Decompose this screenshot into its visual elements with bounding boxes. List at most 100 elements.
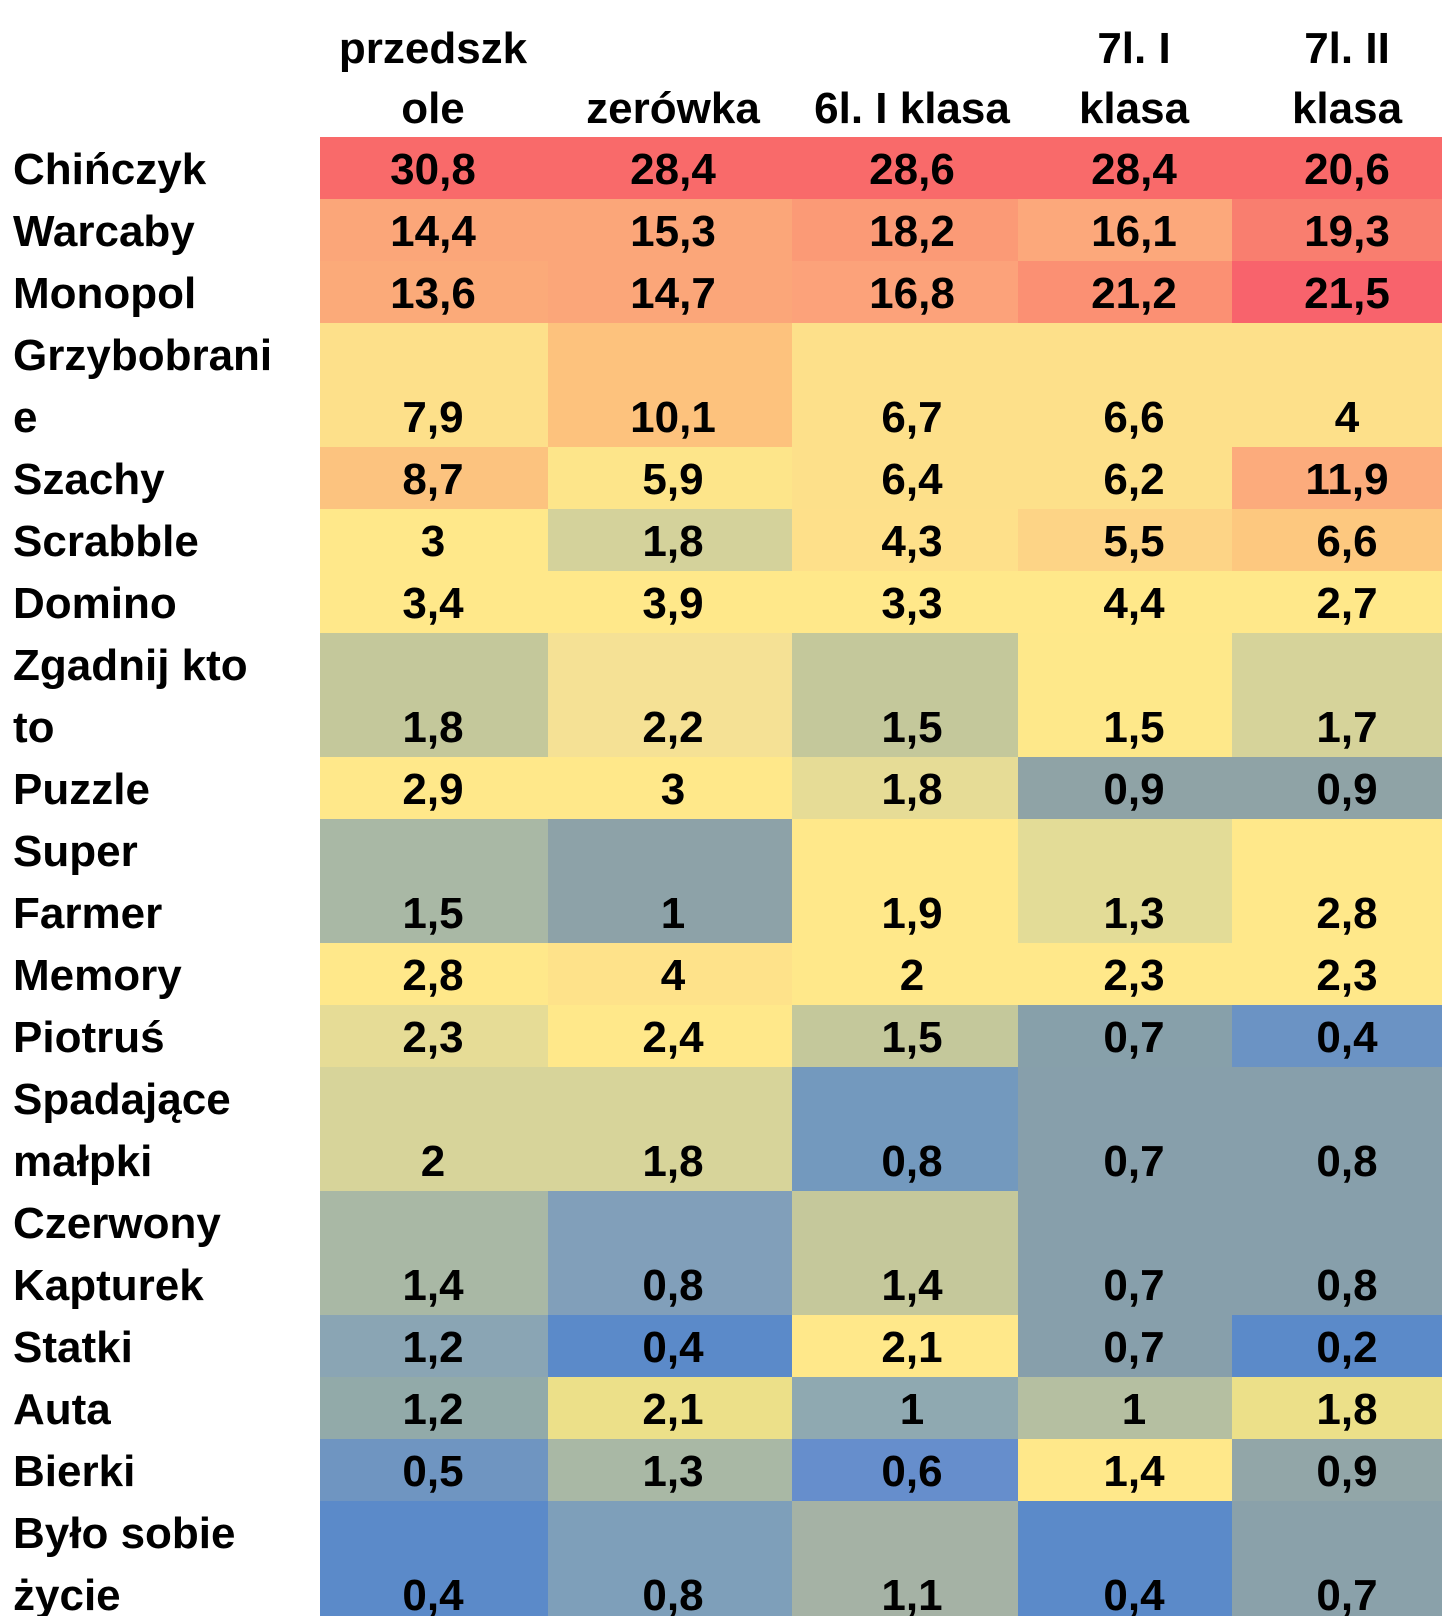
heatmap-cell-r3-c3: [1018, 323, 1232, 447]
heatmap-cell-r0-c0: [320, 137, 548, 199]
row-label-7-line-1: to: [13, 703, 55, 752]
heatmap-cell-r7-c0: [320, 633, 548, 757]
heatmap-cell-r6-c1: [548, 571, 792, 633]
cell-value-r3-c0: 7,9: [402, 393, 463, 442]
cell-value-r8-c2: 1,8: [881, 765, 942, 814]
cell-value-r4-c4: 11,9: [1305, 455, 1388, 504]
cell-value-r16-c2: 0,6: [881, 1447, 942, 1496]
cell-value-r1-c3: 16,1: [1091, 207, 1177, 256]
cell-value-r15-c2: 1: [900, 1385, 924, 1434]
cell-value-r3-c1: 10,1: [630, 393, 716, 442]
cell-value-r2-c0: 13,6: [390, 269, 476, 318]
heatmap-cell-r15-c1: [548, 1377, 792, 1439]
cell-value-r16-c4: 0,9: [1316, 1447, 1377, 1496]
column-header-3-line-1: klasa: [1079, 84, 1190, 133]
cell-value-r6-c3: 4,4: [1103, 579, 1165, 628]
row-label-10-line-0: Memory: [13, 951, 182, 1000]
cell-value-r7-c2: 1,5: [881, 703, 942, 752]
heatmap-cell-r15-c2: [792, 1377, 1018, 1439]
cell-value-r12-c4: 0,8: [1316, 1137, 1377, 1186]
heatmap-cell-r16-c4: [1232, 1439, 1442, 1501]
heatmap-cell-r16-c1: [548, 1439, 792, 1501]
cell-value-r11-c3: 0,7: [1103, 1013, 1164, 1062]
cell-value-r4-c0: 8,7: [402, 455, 463, 504]
cell-value-r9-c1: 1: [661, 889, 685, 938]
heatmap-cell-r2-c1: [548, 261, 792, 323]
heatmap-cell-r14-c0: [320, 1315, 548, 1377]
heatmap-cell-r8-c4: [1232, 757, 1442, 819]
heatmap-cell-r4-c4: [1232, 447, 1442, 509]
cell-value-r10-c0: 2,8: [402, 951, 463, 1000]
heatmap-cell-r10-c1: [548, 943, 792, 1005]
cell-value-r11-c1: 2,4: [642, 1013, 704, 1062]
heatmap-cell-r8-c2: [792, 757, 1018, 819]
cell-value-r6-c1: 3,9: [642, 579, 703, 628]
cell-value-r3-c4: 4: [1335, 393, 1360, 442]
cell-value-r10-c1: 4: [661, 951, 686, 1000]
cell-value-r15-c3: 1: [1122, 1385, 1146, 1434]
heatmap-cell-r11-c2: [792, 1005, 1018, 1067]
cell-value-r17-c2: 1,1: [881, 1571, 942, 1616]
heatmap-cell-r8-c1: [548, 757, 792, 819]
cell-value-r11-c0: 2,3: [402, 1013, 463, 1062]
cell-value-r1-c2: 18,2: [869, 207, 955, 256]
row-label-2-line-0: Monopol: [13, 269, 196, 318]
column-header-0-line-0: przedszk: [339, 24, 528, 73]
cell-value-r9-c2: 1,9: [881, 889, 942, 938]
heatmap-cell-r16-c3: [1018, 1439, 1232, 1501]
heatmap-cell-r12-c3: [1018, 1067, 1232, 1191]
heatmap-cell-r0-c4: [1232, 137, 1442, 199]
cell-value-r5-c2: 4,3: [881, 517, 942, 566]
cell-value-r5-c3: 5,5: [1103, 517, 1164, 566]
cell-value-r17-c0: 0,4: [402, 1571, 464, 1616]
cell-value-r8-c3: 0,9: [1103, 765, 1164, 814]
heatmap-cell-r6-c3: [1018, 571, 1232, 633]
cell-value-r10-c4: 2,3: [1316, 951, 1377, 1000]
heatmap-cell-r3-c4: [1232, 323, 1442, 447]
heatmap-cell-r12-c1: [548, 1067, 792, 1191]
heatmap-cell-r15-c4: [1232, 1377, 1442, 1439]
cell-value-r4-c2: 6,4: [881, 455, 943, 504]
heatmap-cell-r1-c2: [792, 199, 1018, 261]
heatmap-cell-r12-c4: [1232, 1067, 1442, 1191]
cell-value-r15-c1: 2,1: [642, 1385, 703, 1434]
cell-value-r8-c0: 2,9: [402, 765, 463, 814]
row-label-4-line-0: Szachy: [13, 455, 165, 504]
cell-value-r10-c3: 2,3: [1103, 951, 1164, 1000]
heatmap-cell-r14-c1: [548, 1315, 792, 1377]
cell-value-r9-c4: 2,8: [1316, 889, 1377, 938]
heatmap-cell-r12-c0: [320, 1067, 548, 1191]
heatmap-cell-r6-c2: [792, 571, 1018, 633]
column-header-3-line-0: 7l. I: [1097, 24, 1170, 73]
row-label-5-line-0: Scrabble: [13, 517, 199, 566]
row-label-9-line-1: Farmer: [13, 889, 162, 938]
cell-value-r3-c2: 6,7: [881, 393, 942, 442]
heatmap-cell-r9-c3: [1018, 819, 1232, 943]
heatmap-cell-r5-c3: [1018, 509, 1232, 571]
cell-value-r17-c1: 0,8: [642, 1571, 703, 1616]
cell-value-r11-c2: 1,5: [881, 1013, 942, 1062]
cell-value-r9-c3: 1,3: [1103, 889, 1164, 938]
row-label-13-line-0: Czerwony: [13, 1199, 221, 1248]
heatmap-cell-r17-c2: [792, 1501, 1018, 1616]
row-label-3-line-0: Grzybobrani: [13, 331, 272, 380]
cell-value-r1-c1: 15,3: [630, 207, 716, 256]
heatmap-cell-r2-c4: [1232, 261, 1442, 323]
row-label-14-line-0: Statki: [13, 1323, 133, 1372]
heatmap-cell-r16-c0: [320, 1439, 548, 1501]
column-header-1-line-1: zerówka: [586, 84, 760, 133]
heatmap-cell-r14-c3: [1018, 1315, 1232, 1377]
cell-value-r6-c4: 2,7: [1316, 579, 1377, 628]
heatmap-cell-r7-c4: [1232, 633, 1442, 757]
heatmap-cell-r7-c2: [792, 633, 1018, 757]
heatmap-cell-r2-c2: [792, 261, 1018, 323]
row-label-3-line-1: e: [13, 393, 37, 442]
cell-value-r14-c3: 0,7: [1103, 1323, 1164, 1372]
heatmap-cell-r16-c2: [792, 1439, 1018, 1501]
cell-value-r17-c4: 0,7: [1316, 1571, 1377, 1616]
cell-value-r6-c2: 3,3: [881, 579, 942, 628]
heatmap-cell-r8-c3: [1018, 757, 1232, 819]
heatmap-cell-r7-c1: [548, 633, 792, 757]
cell-value-r4-c3: 6,2: [1103, 455, 1164, 504]
